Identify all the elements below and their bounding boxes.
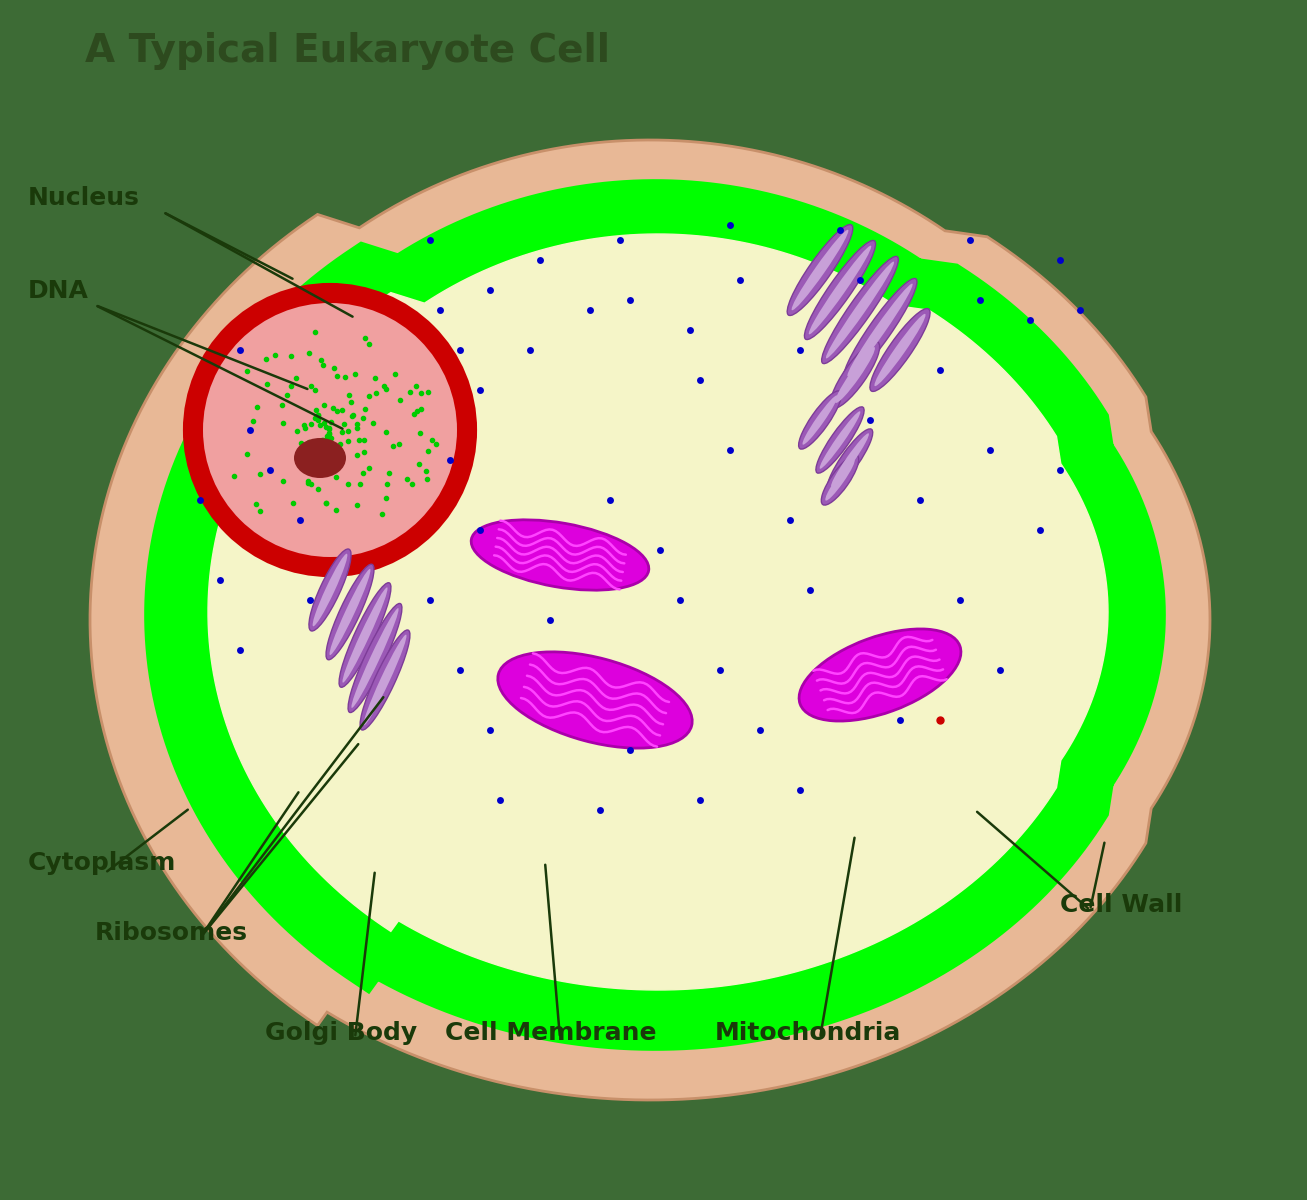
Ellipse shape	[329, 569, 370, 655]
Ellipse shape	[294, 438, 346, 478]
Ellipse shape	[802, 395, 838, 445]
Ellipse shape	[825, 460, 855, 500]
Ellipse shape	[792, 229, 848, 311]
Ellipse shape	[342, 587, 388, 683]
Ellipse shape	[822, 257, 898, 364]
Ellipse shape	[830, 342, 880, 408]
Ellipse shape	[847, 283, 912, 377]
Ellipse shape	[498, 652, 693, 748]
Text: Mitochondria: Mitochondria	[715, 1021, 902, 1045]
Ellipse shape	[870, 308, 931, 391]
Ellipse shape	[359, 630, 410, 730]
Ellipse shape	[472, 520, 648, 590]
Text: Nucleus: Nucleus	[27, 186, 140, 210]
Ellipse shape	[799, 629, 961, 721]
Ellipse shape	[831, 433, 869, 487]
Polygon shape	[208, 234, 1108, 990]
Text: Golgi Body: Golgi Body	[265, 1021, 417, 1045]
Ellipse shape	[821, 455, 859, 505]
Ellipse shape	[312, 553, 348, 626]
Ellipse shape	[352, 608, 399, 708]
Ellipse shape	[325, 564, 374, 660]
Ellipse shape	[816, 407, 864, 473]
Ellipse shape	[799, 391, 842, 449]
Text: Cytoplasm: Cytoplasm	[27, 851, 176, 875]
Ellipse shape	[348, 604, 403, 713]
Ellipse shape	[827, 428, 873, 491]
Ellipse shape	[308, 548, 352, 631]
Ellipse shape	[339, 583, 391, 688]
Text: Cell Wall: Cell Wall	[1060, 893, 1183, 917]
Polygon shape	[90, 140, 1210, 1100]
Ellipse shape	[203, 302, 457, 557]
Ellipse shape	[835, 347, 874, 403]
Text: Ribosomes: Ribosomes	[95, 922, 248, 946]
Text: A Typical Eukaryote Cell: A Typical Eukaryote Cell	[85, 32, 610, 70]
Polygon shape	[165, 200, 1145, 1030]
Ellipse shape	[809, 246, 872, 335]
Ellipse shape	[826, 262, 894, 359]
Ellipse shape	[186, 284, 474, 575]
Ellipse shape	[787, 224, 852, 316]
Ellipse shape	[819, 412, 860, 469]
Ellipse shape	[804, 240, 876, 340]
Ellipse shape	[363, 635, 406, 725]
Ellipse shape	[843, 278, 918, 382]
Text: Cell Membrane: Cell Membrane	[444, 1021, 656, 1045]
Text: DNA: DNA	[27, 278, 89, 302]
Ellipse shape	[874, 314, 925, 386]
